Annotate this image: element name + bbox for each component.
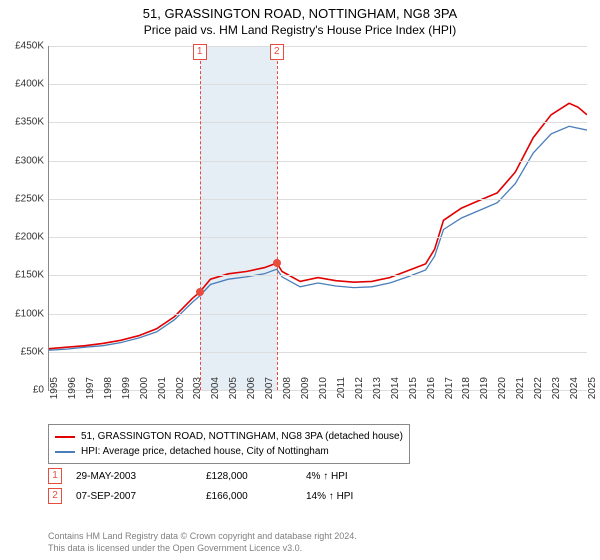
x-axis-label: 1995 (49, 377, 60, 407)
gridline (49, 199, 587, 200)
x-axis-label: 2024 (569, 377, 580, 407)
x-axis-label: 2009 (300, 377, 311, 407)
x-axis-label: 2016 (426, 377, 437, 407)
sale-point-icon (196, 288, 204, 296)
gridline (49, 237, 587, 238)
sale-price: £166,000 (206, 491, 306, 502)
legend-label: 51, GRASSINGTON ROAD, NOTTINGHAM, NG8 3P… (81, 429, 403, 444)
x-axis-label: 2000 (139, 377, 150, 407)
x-axis-label: 2014 (390, 377, 401, 407)
sale-diff: 4% ↑ HPI (306, 471, 416, 482)
chart-area: £0£50K£100K£150K£200K£250K£300K£350K£400… (48, 46, 587, 391)
x-axis-label: 2025 (587, 377, 598, 407)
marker-box-icon: 1 (193, 44, 207, 60)
x-axis-label: 2011 (336, 377, 347, 407)
x-axis-label: 2012 (354, 377, 365, 407)
legend-swatch (55, 436, 75, 438)
sale-marker-icon: 1 (48, 468, 62, 484)
gridline (49, 275, 587, 276)
sale-date: 07-SEP-2007 (76, 491, 206, 502)
x-axis-label: 2021 (515, 377, 526, 407)
title-sub: Price paid vs. HM Land Registry's House … (0, 23, 600, 37)
x-axis-label: 1999 (121, 377, 132, 407)
chart-container: 51, GRASSINGTON ROAD, NOTTINGHAM, NG8 3P… (0, 0, 600, 560)
x-axis-label: 2005 (228, 377, 239, 407)
x-axis-label: 1997 (85, 377, 96, 407)
x-axis-label: 2020 (497, 377, 508, 407)
footer: Contains HM Land Registry data © Crown c… (48, 530, 357, 554)
x-axis-label: 2003 (192, 377, 203, 407)
sale-row: 1 29-MAY-2003 £128,000 4% ↑ HPI (48, 466, 416, 486)
gridline (49, 161, 587, 162)
titles: 51, GRASSINGTON ROAD, NOTTINGHAM, NG8 3P… (0, 0, 600, 37)
chart-svg (49, 46, 587, 390)
x-axis-label: 2008 (282, 377, 293, 407)
x-axis-label: 2013 (372, 377, 383, 407)
footer-line: This data is licensed under the Open Gov… (48, 542, 357, 554)
legend-box: 51, GRASSINGTON ROAD, NOTTINGHAM, NG8 3P… (48, 424, 410, 464)
x-axis-label: 1998 (103, 377, 114, 407)
gridline (49, 84, 587, 85)
footer-line: Contains HM Land Registry data © Crown c… (48, 530, 357, 542)
y-axis-label: £100K (4, 308, 44, 319)
gridline (49, 314, 587, 315)
legend-swatch (55, 451, 75, 453)
legend-label: HPI: Average price, detached house, City… (81, 444, 329, 459)
legend-row: HPI: Average price, detached house, City… (55, 444, 403, 459)
gridline (49, 122, 587, 123)
series-line (49, 103, 587, 348)
x-axis-label: 2004 (210, 377, 221, 407)
title-main: 51, GRASSINGTON ROAD, NOTTINGHAM, NG8 3P… (0, 6, 600, 21)
legend-row: 51, GRASSINGTON ROAD, NOTTINGHAM, NG8 3P… (55, 429, 403, 444)
y-axis-label: £250K (4, 193, 44, 204)
sale-price: £128,000 (206, 471, 306, 482)
x-axis-label: 2007 (264, 377, 275, 407)
x-axis-label: 2002 (175, 377, 186, 407)
y-axis-label: £0 (4, 385, 44, 396)
x-axis-label: 2010 (318, 377, 329, 407)
x-axis-label: 2015 (408, 377, 419, 407)
y-axis-label: £350K (4, 117, 44, 128)
x-axis-label: 2001 (157, 377, 168, 407)
x-axis-label: 1996 (67, 377, 78, 407)
sale-marker-icon: 2 (48, 488, 62, 504)
x-axis-label: 2018 (461, 377, 472, 407)
y-axis-label: £50K (4, 346, 44, 357)
sale-date: 29-MAY-2003 (76, 471, 206, 482)
sale-rows: 1 29-MAY-2003 £128,000 4% ↑ HPI 2 07-SEP… (48, 466, 416, 506)
y-axis-label: £400K (4, 79, 44, 90)
y-axis-label: £300K (4, 155, 44, 166)
sale-point-icon (273, 259, 281, 267)
y-axis-label: £150K (4, 270, 44, 281)
marker-line (200, 46, 201, 390)
x-axis-label: 2017 (444, 377, 455, 407)
x-axis-label: 2019 (479, 377, 490, 407)
sale-diff: 14% ↑ HPI (306, 491, 416, 502)
marker-box-icon: 2 (270, 44, 284, 60)
y-axis-label: £450K (4, 41, 44, 52)
gridline (49, 46, 587, 47)
sale-row: 2 07-SEP-2007 £166,000 14% ↑ HPI (48, 486, 416, 506)
x-axis-label: 2023 (551, 377, 562, 407)
x-axis-label: 2022 (533, 377, 544, 407)
gridline (49, 352, 587, 353)
x-axis-label: 2006 (246, 377, 257, 407)
y-axis-label: £200K (4, 232, 44, 243)
marker-line (277, 46, 278, 390)
